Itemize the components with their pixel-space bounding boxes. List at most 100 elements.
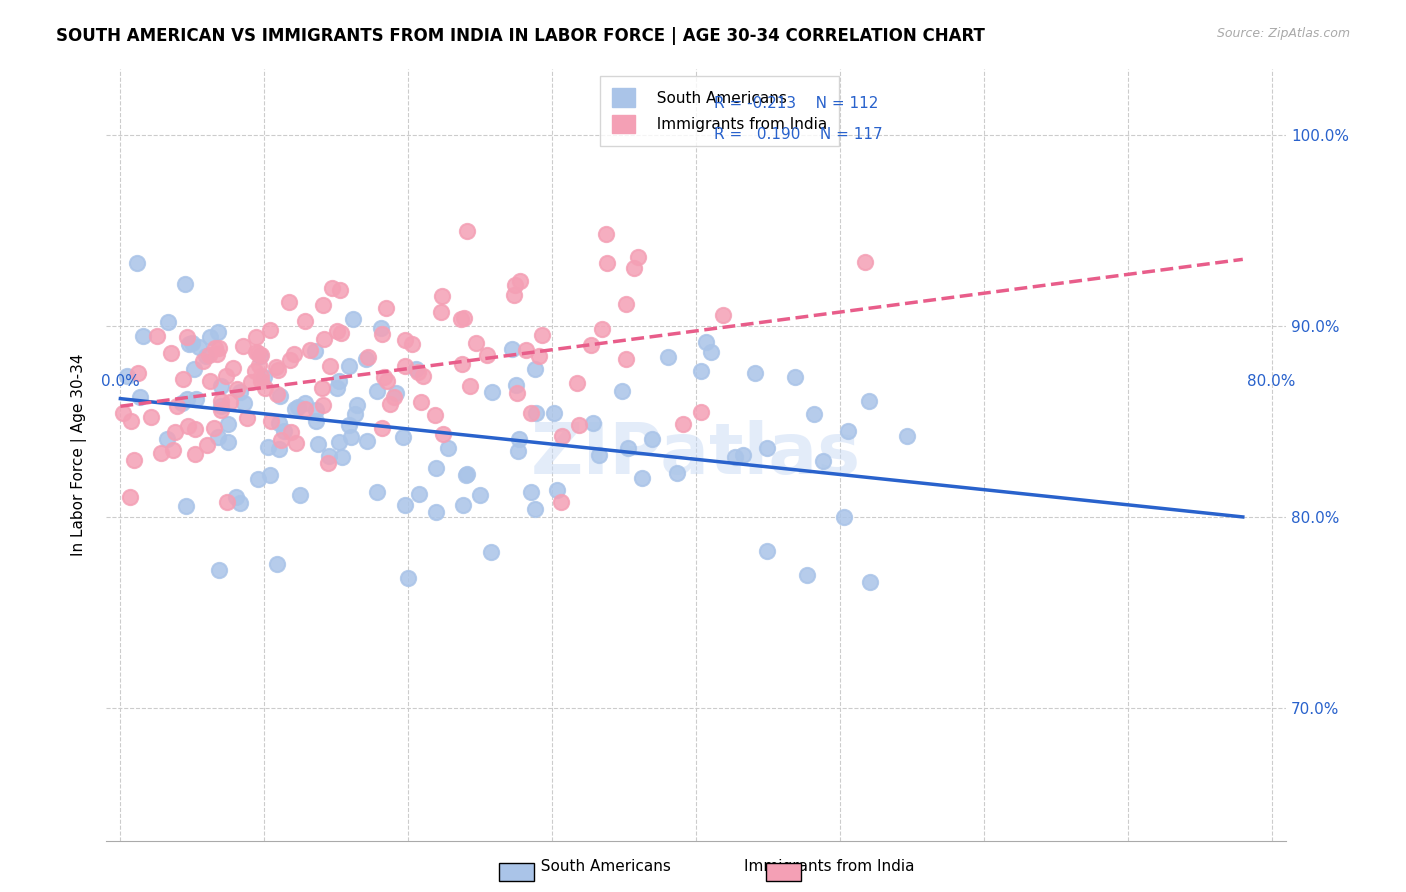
Point [259, 467, 281, 482]
Point [328, 434, 350, 449]
Text: R =   0.190    N = 117: R = 0.190 N = 117 [714, 127, 883, 142]
Point [456, 467, 478, 482]
Point [666, 466, 689, 480]
Point [179, 337, 201, 351]
Point [401, 337, 423, 351]
Point [614, 296, 637, 310]
Point [117, 369, 139, 384]
Point [257, 440, 280, 454]
Point [209, 399, 232, 413]
Point [425, 505, 447, 519]
Point [503, 278, 526, 293]
Point [172, 372, 194, 386]
Point [253, 370, 276, 384]
Point [159, 345, 181, 359]
Point [202, 421, 225, 435]
Point [357, 350, 380, 364]
Point [120, 414, 142, 428]
Point [127, 366, 149, 380]
Point [243, 364, 266, 378]
Point [184, 392, 207, 406]
Point [326, 381, 349, 395]
Point [356, 434, 378, 448]
Point [858, 393, 880, 408]
Point [515, 343, 537, 357]
Point [239, 375, 262, 389]
Point [250, 369, 273, 384]
Point [250, 348, 273, 362]
Point [193, 354, 215, 368]
Point [425, 461, 447, 475]
Point [344, 407, 367, 421]
Point [215, 369, 238, 384]
Text: Source: ZipAtlas.com: Source: ZipAtlas.com [1216, 27, 1350, 40]
Point [283, 347, 305, 361]
Y-axis label: In Labor Force | Age 30-34: In Labor Force | Age 30-34 [72, 353, 87, 557]
Point [450, 312, 472, 326]
Point [176, 418, 198, 433]
Point [756, 442, 779, 456]
Point [550, 495, 572, 509]
Point [236, 410, 259, 425]
Point [354, 352, 377, 367]
Point [733, 448, 755, 462]
Point [294, 402, 316, 417]
Point [370, 321, 392, 335]
Point [318, 450, 340, 464]
Point [405, 362, 427, 376]
Point [165, 425, 187, 439]
Point [396, 571, 419, 585]
Point [170, 396, 193, 410]
Point [278, 353, 301, 368]
Point [176, 330, 198, 344]
Point [430, 305, 453, 319]
Point [269, 388, 291, 402]
Point [579, 338, 602, 352]
Point [284, 435, 307, 450]
Point [264, 359, 287, 374]
Point [724, 450, 747, 464]
Point [508, 433, 530, 447]
Point [247, 472, 270, 486]
Point [371, 326, 394, 341]
Point [267, 417, 290, 431]
Point [595, 227, 617, 241]
Point [520, 406, 543, 420]
Point [366, 384, 388, 398]
Point [228, 496, 250, 510]
Point [305, 403, 328, 417]
Point [294, 314, 316, 328]
Point [408, 487, 430, 501]
Point [394, 333, 416, 347]
Point [337, 418, 360, 433]
Point [254, 381, 277, 395]
Point [501, 342, 523, 356]
Point [505, 378, 527, 392]
Point [509, 274, 531, 288]
Point [859, 574, 882, 589]
Point [208, 341, 231, 355]
Point [249, 350, 271, 364]
Point [267, 362, 290, 376]
Point [326, 325, 349, 339]
Point [208, 563, 231, 577]
Point [832, 510, 855, 524]
Point [127, 256, 149, 270]
Point [690, 404, 713, 418]
Point [184, 422, 207, 436]
Point [250, 374, 273, 388]
Point [188, 340, 211, 354]
Text: 0.0%: 0.0% [101, 374, 139, 389]
Point [311, 381, 333, 395]
Point [166, 399, 188, 413]
Text: South Americans               Immigrants from India: South Americans Immigrants from India [492, 859, 914, 874]
Point [217, 495, 239, 509]
Point [591, 322, 613, 336]
Point [225, 490, 247, 504]
Point [132, 329, 155, 343]
Point [156, 432, 179, 446]
Point [284, 402, 307, 417]
Point [837, 424, 859, 438]
Point [247, 346, 270, 360]
Point [519, 485, 541, 500]
